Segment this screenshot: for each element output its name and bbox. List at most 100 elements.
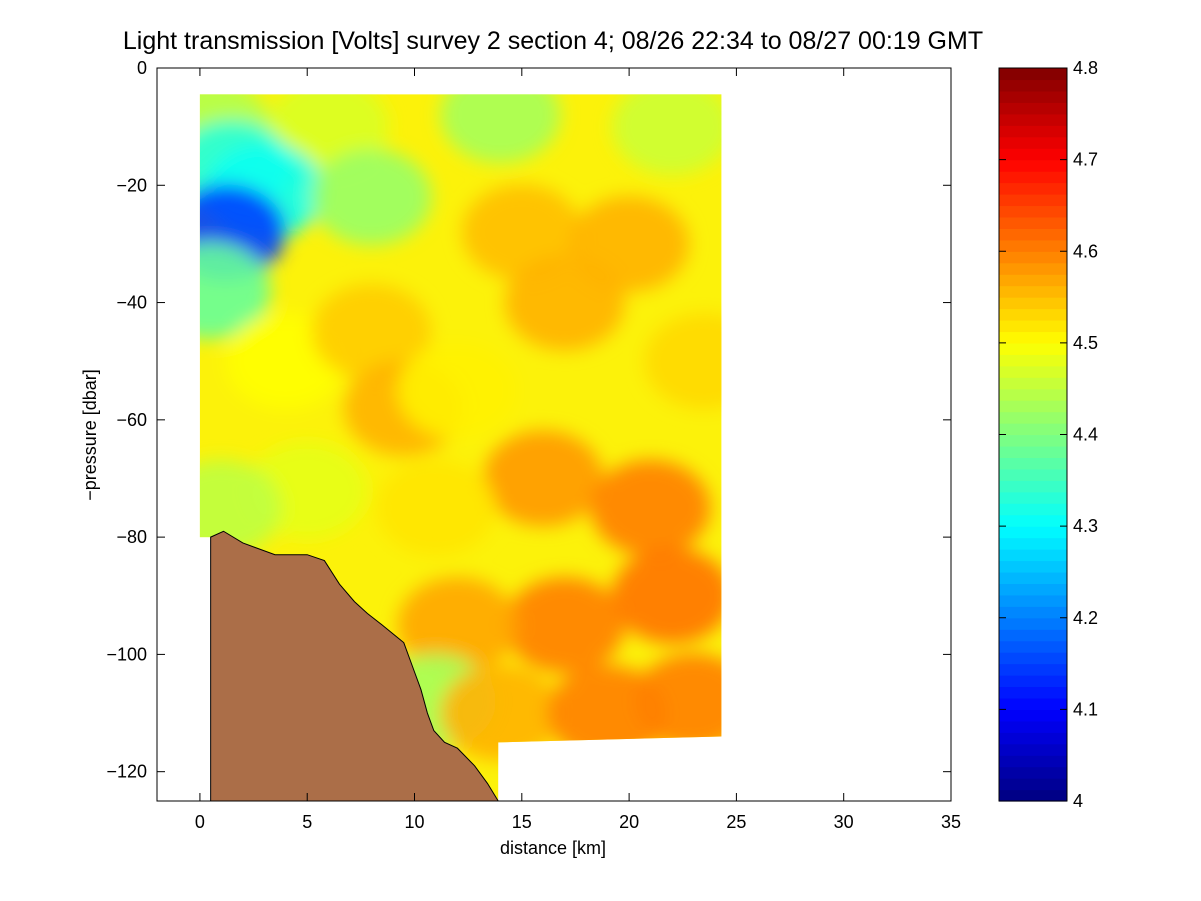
- colorbar-band: [999, 468, 1067, 481]
- colorbar-band: [999, 434, 1067, 447]
- field-sample: [199, 184, 286, 281]
- x-axis-label: distance [km]: [500, 838, 606, 858]
- colorbar-band: [999, 720, 1067, 733]
- colorbar-band: [999, 423, 1067, 436]
- colorbar-band: [999, 686, 1067, 699]
- colorbar-tick-label: 4.3: [1073, 516, 1098, 536]
- y-axis-label: −pressure [dbar]: [80, 369, 100, 501]
- colorbar-band: [999, 68, 1067, 81]
- x-tick-label: 5: [302, 812, 312, 832]
- seafloor: [210, 530, 499, 801]
- x-tick-label: 0: [195, 812, 205, 832]
- colorbar-band: [999, 526, 1067, 539]
- colorbar-band: [999, 789, 1067, 802]
- colorbar-band: [999, 331, 1067, 344]
- y-tick-label: −80: [116, 527, 147, 547]
- colorbar-band: [999, 652, 1067, 665]
- colorbar-tick-label: 4.8: [1073, 58, 1098, 78]
- x-tick-label: 15: [512, 812, 532, 832]
- plot-frame: [156, 67, 952, 802]
- field-sample: [644, 313, 722, 410]
- colorbar-band: [999, 640, 1067, 653]
- colorbar-band: [999, 457, 1067, 470]
- field-sample: [569, 195, 690, 292]
- colorbar-tick-label: 4.6: [1073, 241, 1098, 261]
- colorbar-band: [999, 148, 1067, 161]
- x-axis: 0 5 10 15 20 25 30 35: [195, 68, 961, 832]
- colorbar-band: [999, 262, 1067, 275]
- x-tick-label: 25: [726, 812, 746, 832]
- y-tick-label: 0: [137, 58, 147, 78]
- colorbar-band: [999, 778, 1067, 791]
- colorbar-tick-label: 4.2: [1073, 608, 1098, 628]
- colorbar-band: [999, 571, 1067, 584]
- field-sample: [440, 94, 561, 163]
- colorbar-band: [999, 755, 1067, 768]
- heatmap-field: [199, 94, 722, 801]
- field-sample: [612, 547, 722, 644]
- colorbar-band: [999, 663, 1067, 676]
- colorbar-tick-label: 4.1: [1073, 699, 1098, 719]
- colorbar-band: [999, 251, 1067, 264]
- colorbar-band: [999, 193, 1067, 207]
- colorbar-band: [999, 629, 1067, 642]
- x-tick-label: 10: [404, 812, 424, 832]
- y-tick-label: −20: [116, 175, 147, 195]
- field-sample: [504, 577, 625, 674]
- colorbar-band: [999, 503, 1067, 516]
- colorbar-band: [999, 445, 1067, 459]
- colorbar-band: [999, 411, 1067, 424]
- colorbar-band: [999, 709, 1067, 722]
- colorbar: 4 4.1 4.2 4.3 4.4 4.5 4.6 4.7 4.8: [998, 58, 1098, 811]
- field-sample: [440, 665, 561, 762]
- colorbar-band: [999, 205, 1067, 218]
- y-tick-label: −100: [106, 644, 147, 664]
- colorbar-tick-label: 4: [1073, 791, 1083, 811]
- colorbar-band: [999, 400, 1067, 413]
- y-tick-label: −120: [106, 762, 147, 782]
- colorbar-band: [999, 297, 1067, 310]
- colorbar-band: [999, 228, 1067, 241]
- field-sample: [397, 342, 518, 439]
- colorbar-band: [999, 732, 1067, 745]
- field-sample: [199, 242, 271, 339]
- colorbar-band: [999, 136, 1067, 149]
- colorbar-band: [999, 606, 1067, 619]
- field-sample: [633, 653, 722, 750]
- colorbar-band: [999, 480, 1067, 493]
- colorbar-tick-label: 4.5: [1073, 333, 1098, 353]
- colorbar-band: [999, 766, 1067, 779]
- colorbar-band: [999, 239, 1067, 252]
- colorbar-band: [999, 549, 1067, 562]
- colorbar-band: [999, 159, 1067, 172]
- y-axis: 0 −20 −40 −60 −80 −100 −120: [106, 58, 951, 782]
- colorbar-band: [999, 171, 1067, 184]
- colorbar-band: [999, 308, 1067, 321]
- colorbar-band: [999, 537, 1067, 550]
- colorbar-band: [999, 90, 1067, 103]
- colorbar-band: [999, 285, 1067, 298]
- colorbar-band: [999, 125, 1067, 138]
- colorbar-band: [999, 514, 1067, 527]
- x-tick-label: 35: [941, 812, 961, 832]
- colorbar-band: [999, 113, 1067, 126]
- y-tick-label: −60: [116, 410, 147, 430]
- x-tick-label: 20: [619, 812, 639, 832]
- colorbar-band: [999, 675, 1067, 688]
- field-sample: [397, 577, 518, 674]
- colorbar-band: [999, 697, 1067, 710]
- colorbar-band: [999, 319, 1067, 333]
- colorbar-band: [999, 617, 1067, 630]
- x-tick-label: 30: [834, 812, 854, 832]
- field-sample: [375, 459, 496, 556]
- colorbar-tick-label: 4.7: [1073, 150, 1098, 170]
- colorbar-band: [999, 342, 1067, 355]
- colorbar-band: [999, 388, 1067, 401]
- field-sample: [612, 94, 722, 175]
- field-sample: [199, 459, 282, 556]
- field-sample: [311, 149, 432, 246]
- colorbar-band: [999, 743, 1067, 756]
- colorbar-band: [999, 583, 1067, 596]
- colorbar-band: [999, 377, 1067, 390]
